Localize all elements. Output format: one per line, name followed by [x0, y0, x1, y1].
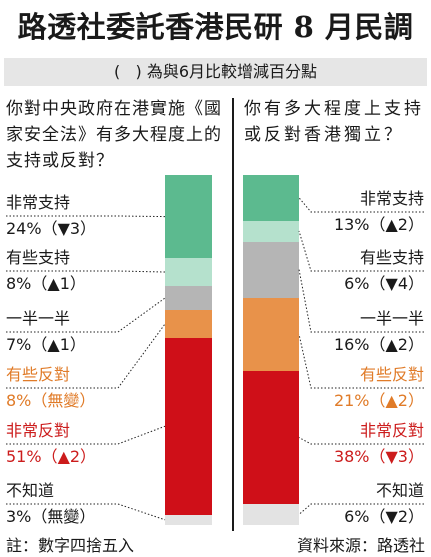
- bar-segment-half-half: [165, 285, 212, 311]
- bar-segment-strong-oppose: [165, 337, 212, 515]
- bar-segment-some-support: [243, 220, 299, 242]
- bar-segment-strong-support: [165, 175, 212, 259]
- footer-source: 資料來源：路透社: [296, 536, 425, 555]
- bar-segment-strong-oppose: [243, 371, 299, 504]
- bar-segment-some-oppose: [165, 310, 212, 338]
- footer-note: 註：數字四捨五入: [6, 536, 135, 555]
- category-label-some-oppose: 有些反對: [359, 365, 424, 384]
- category-label-strong-oppose: 非常反對: [6, 421, 71, 440]
- value-label-half-half: 16%（▲2）: [333, 335, 424, 354]
- value-label-dont-know: 3%（無變）: [6, 507, 96, 526]
- value-label-some-oppose: 21%（▲2）: [333, 391, 424, 410]
- category-label-half-half: 一半一半: [6, 309, 71, 328]
- value-label-strong-oppose: 51%（▲2）: [6, 447, 97, 466]
- category-label-some-support: 有些支持: [6, 248, 71, 267]
- subtitle-box: ( ) 為與6月比較增減百分點: [4, 58, 427, 86]
- category-label-strong-support: 非常支持: [359, 189, 424, 208]
- category-label-dont-know: 不知道: [375, 481, 424, 500]
- category-label-half-half: 一半一半: [359, 309, 424, 328]
- question-left: 你對中央政府在港實施《國家安全法》有多大程度上的支持或反對？: [6, 99, 222, 171]
- value-label-some-oppose: 8%（無變）: [6, 391, 96, 410]
- value-label-some-support: 8%（▲1）: [6, 274, 86, 293]
- value-label-dont-know: 6%（▼2）: [344, 507, 424, 526]
- bar-segment-strong-support: [243, 175, 299, 221]
- question-right: 你有多大程度上支持或反對香港獨立？: [244, 99, 424, 145]
- category-label-strong-oppose: 非常反對: [359, 421, 424, 440]
- category-label-strong-support: 非常支持: [6, 193, 71, 212]
- category-label-some-support: 有些支持: [359, 248, 424, 267]
- category-label-some-oppose: 有些反對: [6, 365, 71, 384]
- bar-segment-half-half: [243, 241, 299, 298]
- page-title: 路透社委託香港民研 8 月民調: [17, 10, 414, 44]
- value-label-strong-support: 13%（▲2）: [333, 215, 424, 234]
- panel-divider: [232, 98, 234, 531]
- value-label-strong-oppose: 38%（▼3）: [333, 447, 424, 466]
- value-label-half-half: 7%（▲1）: [6, 335, 86, 354]
- bar-segment-dont-know: [165, 514, 212, 525]
- bar-segment-some-oppose: [243, 297, 299, 371]
- value-label-some-support: 6%（▼4）: [344, 274, 424, 293]
- category-label-dont-know: 不知道: [6, 481, 55, 500]
- bar-segment-dont-know: [243, 504, 299, 525]
- bar-segment-some-support: [165, 258, 212, 286]
- subtitle: ( ) 為與6月比較增減百分點: [113, 62, 317, 81]
- value-label-strong-support: 24%（▼3）: [6, 219, 97, 238]
